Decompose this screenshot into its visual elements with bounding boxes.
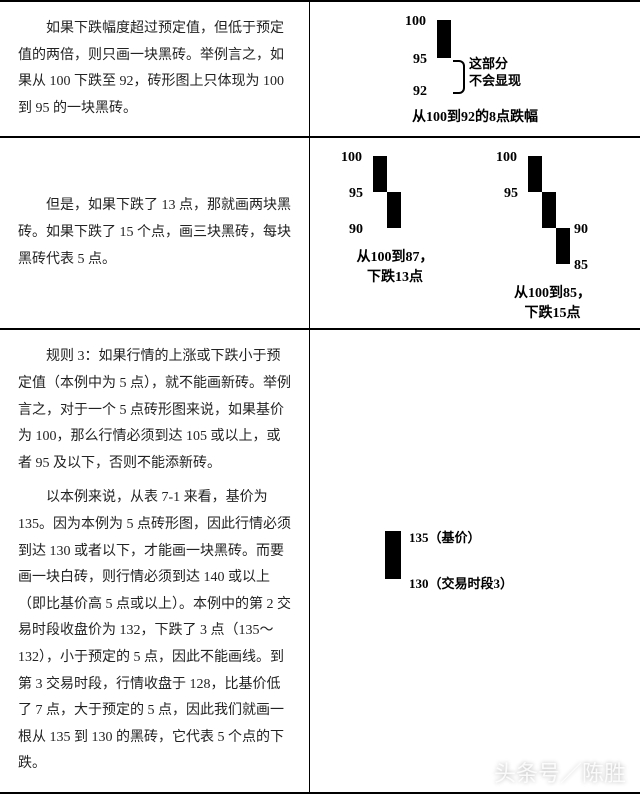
label-2r-90: 90 [574, 222, 588, 238]
brick-2r-2 [542, 192, 556, 228]
annot-1-line-2: 不会显现 [469, 73, 521, 88]
diagram-1-caption: 从100到92的8点跌幅 [412, 106, 538, 126]
label-2l-100: 100 [341, 150, 362, 166]
row-3-text: 规则 3：如果行情的上涨或下跌小于预定值（本例中为 5 点），就不能画新砖。举例… [0, 330, 310, 792]
row-2: 但是，如果下跌了 13 点，那就画两块黑砖。如果下跌了 15 个点，画三块黑砖，… [0, 136, 640, 328]
row-3-para-2: 以本例来说，从表 7-1 来看，基价为 135。因为本例为 5 点砖形图，因此行… [18, 485, 291, 778]
annot-1: 这部分 不会显现 [469, 56, 521, 90]
row-2-para-1: 但是，如果下跌了 13 点，那就画两块黑砖。如果下跌了 15 个点，画三块黑砖，… [18, 193, 291, 273]
row-2-diagram-cell: 100 95 90 从100到87， 下跌13点 100 95 90 [310, 138, 640, 328]
label-100: 100 [405, 14, 426, 30]
brace-1 [453, 60, 465, 94]
brick-2r-3 [556, 228, 570, 264]
cap-2r-2: 下跌15点 [525, 306, 581, 321]
brick-2l-1 [373, 156, 387, 192]
row-1-text: 如果下跌幅度超过预定值，但低于预定值的两倍，则只画一块黑砖。举例言之，如果从 1… [0, 2, 310, 136]
cap-2r-1: 从100到85， [514, 286, 591, 301]
label-2l-90: 90 [349, 222, 363, 238]
brick-3-1 [385, 531, 401, 579]
label-3-135: 135（基价） [409, 527, 481, 546]
label-2l-95: 95 [349, 186, 363, 202]
brick-2l-2 [387, 192, 401, 228]
page-container: 如果下跌幅度超过预定值，但低于预定值的两倍，则只画一块黑砖。举例言之，如果从 1… [0, 0, 640, 794]
cap-2l-1: 从100到87， [357, 250, 434, 265]
label-92: 92 [413, 84, 427, 100]
diagram-2-right: 100 95 90 85 从100到85， 下跌15点 [480, 148, 625, 318]
diagram-2-left: 100 95 90 从100到87， 下跌13点 [325, 148, 465, 318]
diagram-2: 100 95 90 从100到87， 下跌13点 100 95 90 [325, 148, 625, 318]
label-2r-100: 100 [496, 150, 517, 166]
diagram-2l-caption: 从100到87， 下跌13点 [325, 246, 465, 286]
row-3-diagram-cell: 135（基价） 130（交易时段3） [310, 330, 640, 792]
row-1: 如果下跌幅度超过预定值，但低于预定值的两倍，则只画一块黑砖。举例言之，如果从 1… [0, 0, 640, 136]
row-3-para-1: 规则 3：如果行情的上涨或下跌小于预定值（本例中为 5 点），就不能画新砖。举例… [18, 344, 291, 477]
diagram-3: 135（基价） 130（交易时段3） [365, 521, 585, 601]
brick-2r-1 [528, 156, 542, 192]
diagram-2r-caption: 从100到85， 下跌15点 [480, 282, 625, 322]
diagram-1: 100 95 92 这部分 不会显现 [375, 12, 575, 102]
label-95: 95 [413, 52, 427, 68]
row-3: 规则 3：如果行情的上涨或下跌小于预定值（本例中为 5 点），就不能画新砖。举例… [0, 328, 640, 794]
label-3-130: 130（交易时段3） [409, 573, 513, 592]
label-2r-85: 85 [574, 258, 588, 274]
annot-1-line-1: 这部分 [469, 56, 508, 71]
cap-2l-2: 下跌13点 [367, 270, 423, 285]
row-1-para-1: 如果下跌幅度超过预定值，但低于预定值的两倍，则只画一块黑砖。举例言之，如果从 1… [18, 16, 291, 122]
brick-1-1 [437, 20, 451, 58]
row-2-text: 但是，如果下跌了 13 点，那就画两块黑砖。如果下跌了 15 个点，画三块黑砖，… [0, 138, 310, 328]
label-2r-95: 95 [504, 186, 518, 202]
row-1-diagram-cell: 100 95 92 这部分 不会显现 从100到92的8点跌幅 [310, 2, 640, 136]
